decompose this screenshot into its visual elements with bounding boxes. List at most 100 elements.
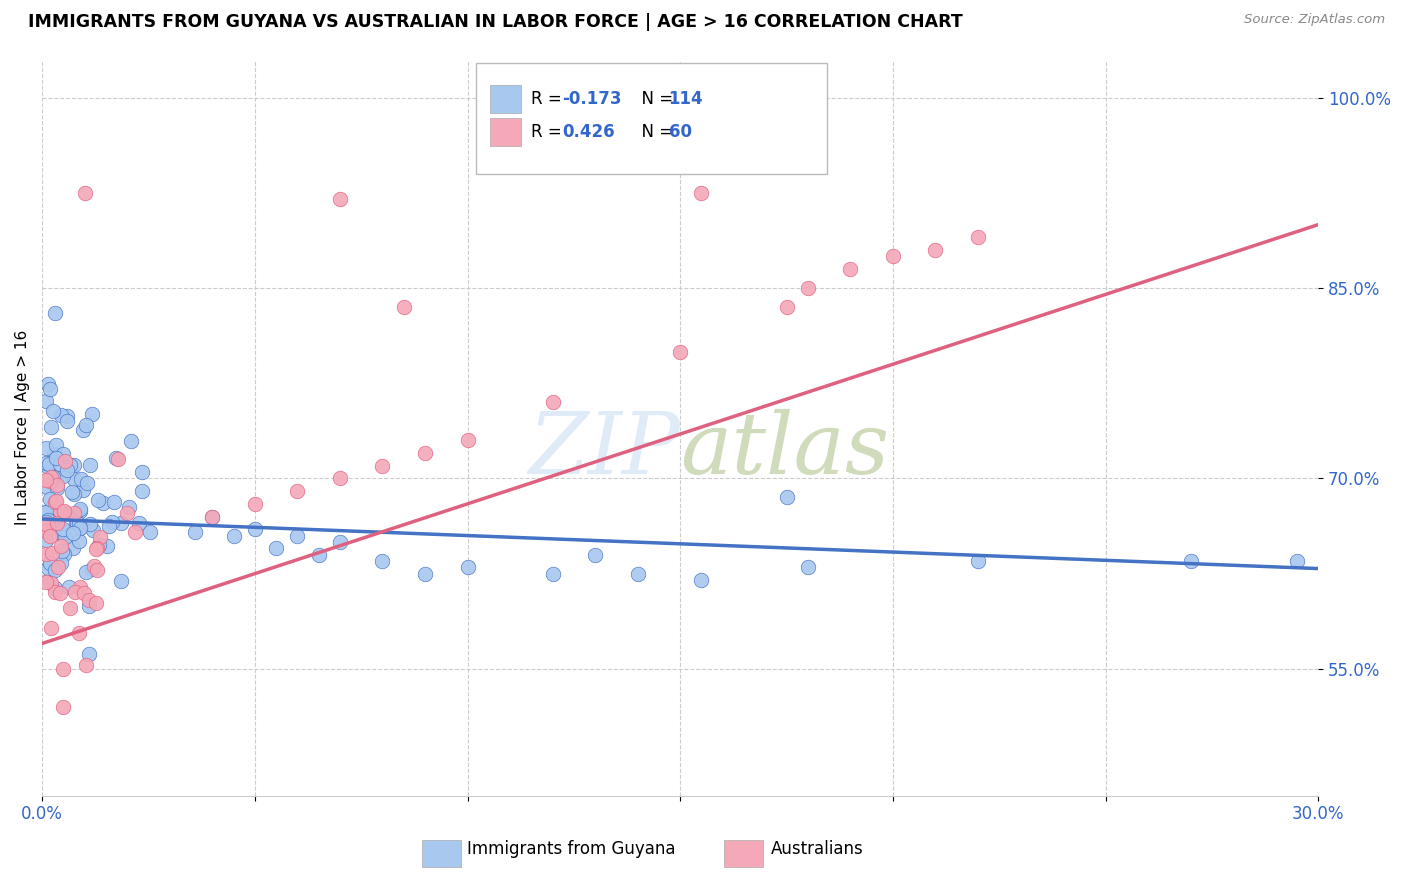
Point — [67, 516, 90, 531]
Point — [38, 457, 60, 471]
Point — [797, 560, 820, 574]
Point — [329, 192, 352, 206]
Point — [38, 492, 60, 507]
Point — [51, 524, 73, 538]
Point — [77, 647, 100, 661]
Point — [48, 559, 70, 574]
Point — [35, 394, 58, 409]
Text: -0.173: -0.173 — [562, 90, 621, 108]
Point — [39, 556, 62, 570]
Point — [42, 470, 65, 484]
Point — [128, 516, 150, 530]
Point — [98, 519, 121, 533]
Point — [285, 528, 308, 542]
Point — [38, 528, 60, 542]
Point — [69, 580, 91, 594]
Point — [35, 480, 58, 494]
Point — [308, 548, 330, 562]
Point — [457, 434, 479, 448]
Point — [77, 599, 100, 613]
Point — [65, 584, 87, 599]
Point — [41, 498, 63, 512]
Point — [45, 478, 67, 492]
Point — [44, 495, 66, 509]
Point — [243, 497, 266, 511]
Point — [35, 547, 58, 561]
Point — [967, 230, 990, 244]
Point — [52, 469, 75, 483]
Point — [131, 465, 153, 479]
Point — [35, 533, 58, 548]
Point — [35, 505, 58, 519]
Point — [115, 506, 138, 520]
Point — [76, 475, 98, 490]
Point — [413, 446, 436, 460]
Point — [63, 487, 86, 501]
Point — [37, 560, 59, 574]
Text: R =: R = — [531, 123, 567, 141]
Point — [42, 404, 65, 418]
Point — [52, 522, 75, 536]
Point — [62, 472, 84, 486]
Point — [59, 458, 82, 472]
Point — [77, 593, 100, 607]
Y-axis label: In Labor Force | Age > 16: In Labor Force | Age > 16 — [15, 330, 31, 525]
Point — [44, 563, 66, 577]
Point — [58, 580, 80, 594]
Point — [110, 516, 132, 530]
Point — [41, 546, 63, 560]
Point — [107, 452, 129, 467]
Point — [86, 596, 108, 610]
Point — [86, 541, 108, 556]
Point — [46, 516, 69, 530]
Point — [392, 300, 415, 314]
Point — [1180, 554, 1202, 568]
Point — [96, 539, 118, 553]
Point — [104, 450, 127, 465]
Point — [39, 514, 62, 528]
Point — [69, 501, 91, 516]
Point — [329, 471, 352, 485]
Text: 114: 114 — [669, 90, 703, 108]
Point — [82, 523, 104, 537]
Point — [1285, 554, 1308, 568]
Point — [62, 458, 84, 472]
Point — [62, 526, 84, 541]
Point — [35, 574, 58, 589]
Point — [39, 576, 62, 591]
Point — [201, 509, 224, 524]
Point — [70, 472, 93, 486]
Point — [690, 573, 713, 587]
Point — [45, 494, 67, 508]
Point — [775, 491, 797, 505]
Text: N =: N = — [631, 123, 678, 141]
Point — [110, 574, 132, 588]
Point — [457, 560, 479, 574]
Point — [118, 500, 141, 514]
Point — [62, 541, 84, 556]
Point — [49, 457, 72, 471]
Point — [35, 516, 58, 531]
Point — [93, 496, 115, 510]
Point — [120, 434, 142, 448]
Text: Immigrants from Guyana: Immigrants from Guyana — [467, 840, 675, 858]
Point — [66, 516, 89, 530]
Point — [65, 516, 87, 530]
Point — [79, 458, 101, 473]
Point — [60, 484, 83, 499]
Point — [124, 525, 146, 540]
Point — [201, 509, 224, 524]
Point — [49, 539, 72, 553]
Point — [627, 566, 650, 581]
Point — [222, 528, 245, 542]
Point — [51, 527, 73, 541]
Point — [839, 262, 862, 277]
Point — [56, 414, 79, 428]
Point — [70, 520, 93, 534]
Point — [669, 344, 692, 359]
Point — [45, 451, 67, 466]
Point — [56, 463, 79, 477]
Point — [329, 535, 352, 549]
Point — [49, 408, 72, 422]
Point — [103, 495, 125, 509]
